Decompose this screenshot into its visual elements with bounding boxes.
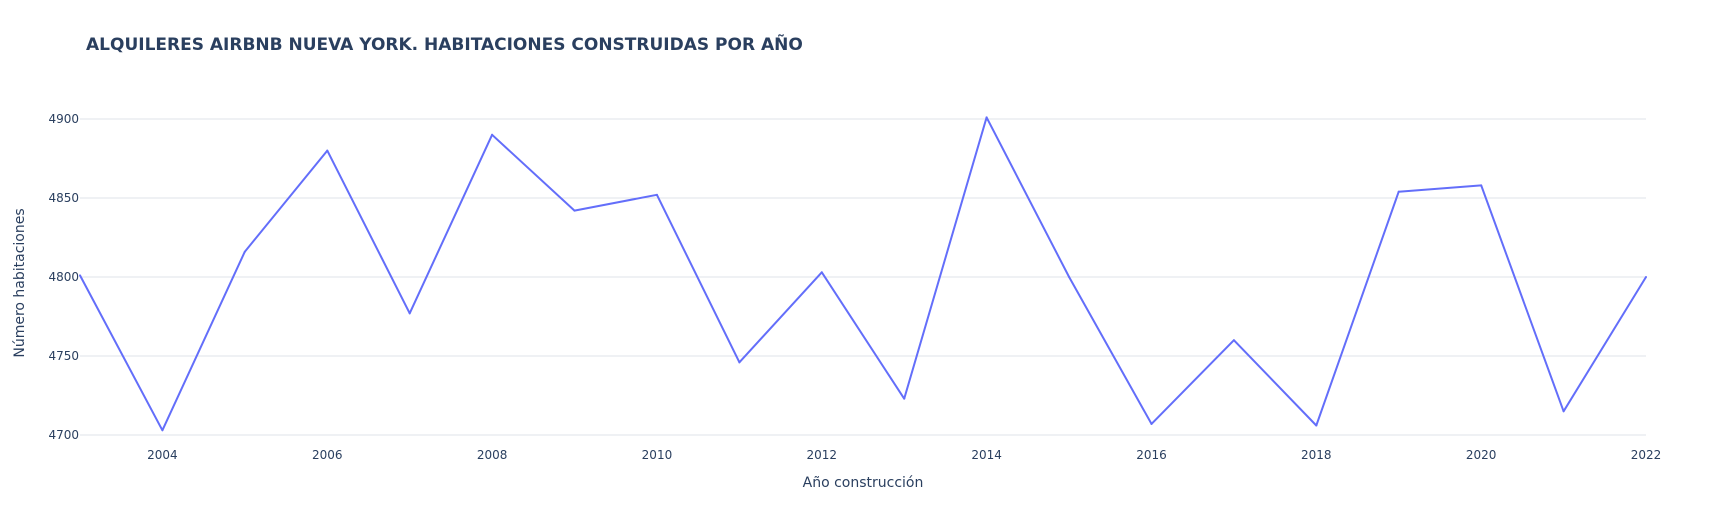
data-point[interactable] <box>79 274 81 277</box>
y-tick-label: 4850 <box>48 191 79 205</box>
x-tick-label: 2014 <box>971 448 1002 462</box>
x-tick-label: 2008 <box>477 448 508 462</box>
chart-title: ALQUILERES AIRBNB NUEVA YORK. HABITACION… <box>86 32 803 55</box>
x-tick-label: 2022 <box>1631 448 1662 462</box>
data-point[interactable] <box>408 312 411 315</box>
data-point[interactable] <box>1068 276 1071 278</box>
data-point[interactable] <box>243 250 246 253</box>
x-tick-label: 2006 <box>312 448 343 462</box>
gridlines <box>80 118 1646 436</box>
y-tick-label: 4700 <box>48 428 79 442</box>
series-line <box>79 116 1647 432</box>
data-point[interactable] <box>1150 422 1153 425</box>
data-point[interactable] <box>1397 190 1400 193</box>
series-layer <box>79 116 1647 432</box>
data-point[interactable] <box>161 429 164 432</box>
y-tick-label: 4750 <box>48 349 79 363</box>
data-point[interactable] <box>1480 184 1483 187</box>
x-tick-label: 2018 <box>1301 448 1332 462</box>
data-point[interactable] <box>903 397 906 400</box>
data-point[interactable] <box>1315 424 1318 427</box>
data-point[interactable] <box>1562 410 1565 413</box>
data-point[interactable] <box>985 116 988 119</box>
y-tick-label: 4800 <box>48 270 79 284</box>
data-point[interactable] <box>738 361 741 364</box>
y-axis-title: Número habitaciones <box>12 208 28 357</box>
data-point[interactable] <box>1232 339 1235 342</box>
x-axis-ticks: 2004 2006 2008 2010 2012 2014 2016 2018 2020 2022 <box>147 448 1661 462</box>
data-point[interactable] <box>491 133 494 136</box>
y-tick-label: 4900 <box>48 112 79 126</box>
data-point[interactable] <box>573 209 576 212</box>
x-tick-label: 2016 <box>1136 448 1167 462</box>
x-tick-label: 2012 <box>807 448 838 462</box>
x-tick-label: 2004 <box>147 448 178 462</box>
x-tick-label: 2020 <box>1466 448 1497 462</box>
data-point[interactable] <box>1645 276 1647 278</box>
data-point[interactable] <box>326 149 329 152</box>
x-tick-label: 2010 <box>642 448 673 462</box>
x-axis-title: Año construcción <box>803 475 924 491</box>
data-point[interactable] <box>655 193 658 196</box>
data-point[interactable] <box>820 271 823 274</box>
y-axis-ticks: 4700 4750 4800 4850 4900 <box>48 112 79 442</box>
